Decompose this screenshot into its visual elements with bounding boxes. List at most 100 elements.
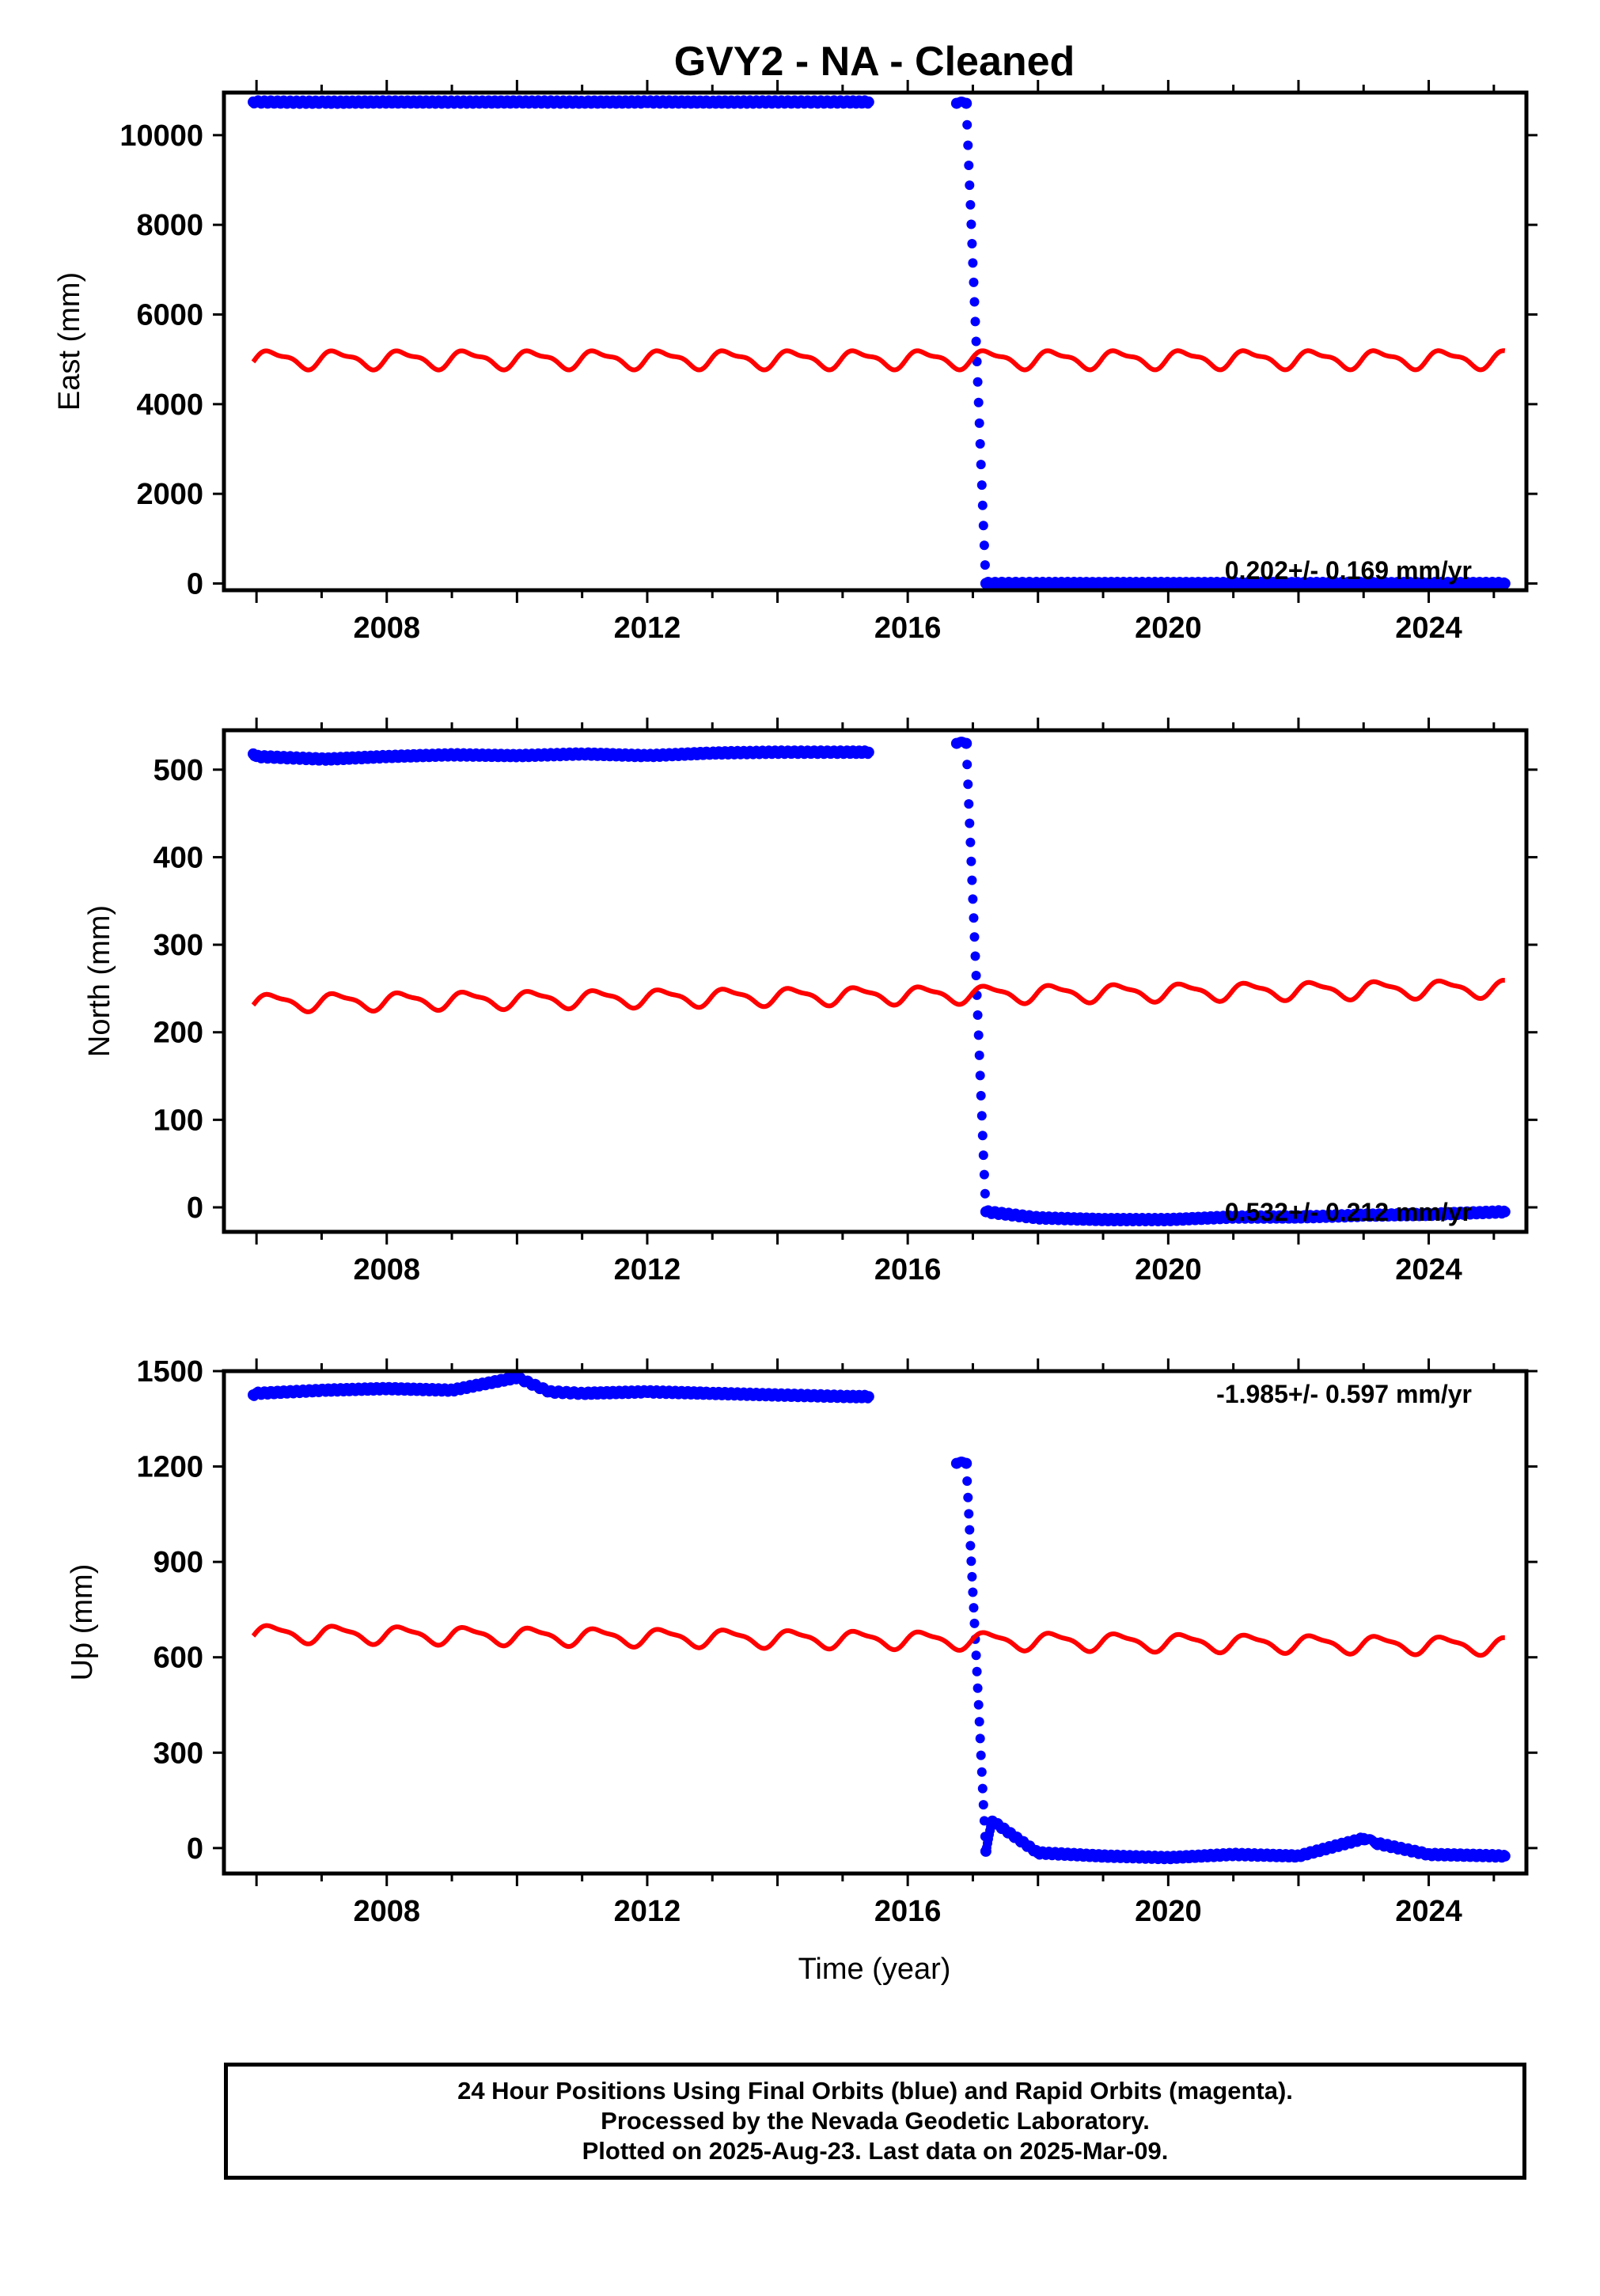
up-model-line	[251, 1623, 1505, 1658]
north-y-axis-label: North (mm)	[83, 905, 116, 1057]
up-data-point	[972, 1666, 982, 1677]
east-data-point	[972, 357, 982, 366]
up-data-point	[968, 1587, 978, 1597]
up-x-tick-label: 2012	[614, 1895, 681, 1928]
east-x-tick-label: 2012	[614, 612, 681, 645]
north-data-point	[976, 1111, 987, 1121]
up-data-point	[973, 1683, 983, 1693]
up-x-tick-label: 2020	[1135, 1895, 1202, 1928]
up-data-point	[963, 1492, 973, 1502]
up-y-tick-label: 900	[154, 1546, 203, 1579]
up-y-tick-label: 1200	[136, 1451, 203, 1484]
north-model-line	[251, 978, 1505, 1014]
north-data-point	[963, 779, 973, 790]
up-plot-frame	[222, 1369, 1529, 1876]
east-x-tick-label: 2008	[353, 612, 420, 645]
up-y-tick-label: 300	[154, 1737, 203, 1770]
north-y-tick-label: 300	[154, 929, 203, 962]
east-x-tick-label: 2024	[1395, 612, 1462, 645]
up-y-tick-label: 0	[187, 1832, 203, 1866]
east-data-point	[971, 336, 981, 347]
up-data-point	[964, 1509, 974, 1519]
north-y-tick-label: 200	[154, 1017, 203, 1050]
east-data-point	[965, 180, 975, 191]
x-axis-label: Time (year)	[798, 1953, 951, 1986]
east-x-tick-label: 2016	[874, 612, 942, 645]
north-x-tick-label: 2008	[353, 1253, 420, 1286]
up-rate-annotation: -1.985+/- 0.597 mm/yr	[1216, 1380, 1472, 1408]
footer-line-3: Plotted on 2025-Aug-23. Last data on 202…	[582, 2137, 1169, 2165]
chart-title: GVY2 - NA - Cleaned	[674, 39, 1075, 85]
up-y-axis-label: Up (mm)	[66, 1564, 99, 1681]
up-data-point	[977, 1783, 988, 1794]
east-data-point	[978, 521, 988, 531]
north-x-tick-label: 2016	[874, 1253, 942, 1286]
north-data-point	[973, 1030, 984, 1040]
east-model-line	[251, 348, 1506, 373]
north-x-tick-label: 2024	[1395, 1253, 1462, 1286]
east-data-point	[976, 480, 987, 491]
up-data-point	[863, 1391, 874, 1403]
north-data-point	[976, 1090, 986, 1101]
east-y-tick-label: 0	[187, 568, 203, 601]
east-data-point	[964, 161, 974, 170]
north-data-point	[962, 760, 973, 770]
east-data-point	[969, 277, 979, 287]
north-data-point	[966, 856, 976, 866]
footer-line-1: 24 Hour Positions Using Final Orbits (bl…	[457, 2077, 1293, 2105]
north-data-point	[974, 1050, 984, 1060]
east-data-point	[965, 199, 976, 210]
north-x-tick-label: 2020	[1135, 1253, 1202, 1286]
north-data-point	[971, 971, 981, 980]
east-data-point	[973, 377, 983, 387]
north-data-point	[970, 951, 980, 961]
east-data-point	[973, 397, 984, 407]
up-data-point	[965, 1525, 975, 1535]
north-y-tick-label: 100	[154, 1104, 203, 1137]
east-y-axis-label: East (mm)	[53, 272, 86, 411]
north-plot-frame	[222, 728, 1529, 1234]
up-data-point	[973, 1699, 984, 1710]
up-x-tick-label: 2008	[353, 1895, 420, 1928]
north-y-tick-label: 400	[154, 841, 203, 874]
east-data-point	[968, 258, 978, 268]
north-data-point	[965, 818, 975, 828]
north-data-point	[1499, 1206, 1511, 1218]
north-y-tick-label: 500	[154, 754, 203, 787]
east-data-point	[976, 460, 986, 470]
up-data-point	[974, 1717, 984, 1727]
up-x-tick-label: 2016	[874, 1895, 942, 1928]
up-data-point	[965, 1540, 976, 1551]
east-data-point	[967, 239, 977, 248]
east-data-point	[966, 219, 976, 229]
north-data-point	[980, 1188, 990, 1199]
up-data-point	[969, 1618, 980, 1628]
up-data-point	[967, 1571, 977, 1582]
up-y-tick-label: 1500	[136, 1355, 203, 1389]
east-data-point	[974, 418, 984, 428]
east-data-point	[975, 439, 985, 449]
north-x-tick-label: 2012	[614, 1253, 681, 1286]
north-data-point	[977, 1131, 988, 1141]
east-y-tick-label: 8000	[136, 209, 203, 242]
up-x-tick-label: 2024	[1395, 1895, 1462, 1928]
north-data-point	[969, 932, 980, 942]
footer-info-box: 24 Hour Positions Using Final Orbits (bl…	[224, 2063, 1526, 2180]
east-data-point	[980, 560, 990, 570]
north-data-point	[961, 737, 973, 749]
up-data-point	[969, 1603, 979, 1613]
up-data-point	[961, 1457, 973, 1469]
east-data-point	[961, 97, 973, 109]
up-data-point	[975, 1733, 985, 1744]
north-data-point	[967, 875, 977, 885]
north-data-point	[965, 837, 976, 847]
east-data-point	[863, 96, 874, 108]
north-data-point	[979, 1169, 989, 1180]
north-data-point	[978, 1150, 988, 1161]
up-data-point	[962, 1476, 973, 1486]
east-data-point	[969, 297, 980, 307]
east-y-tick-label: 2000	[136, 478, 203, 511]
